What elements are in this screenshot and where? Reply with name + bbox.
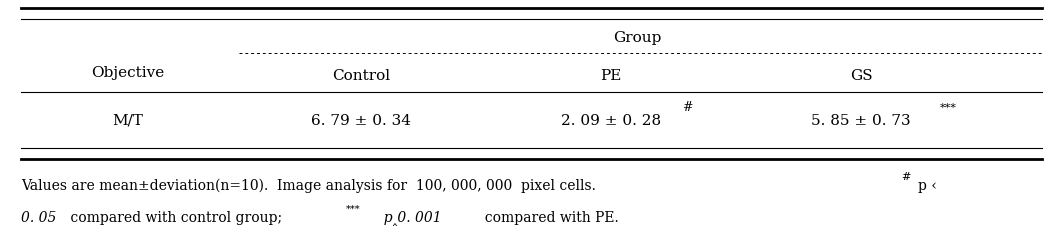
Text: Values are mean±deviation(n=10).  Image analysis for  100, 000, 000  pixel cells: Values are mean±deviation(n=10). Image a… [21, 179, 605, 193]
Text: ***: *** [345, 205, 360, 214]
Text: M/T: M/T [112, 114, 144, 128]
Text: Objective: Objective [91, 66, 164, 80]
Text: 6. 79 ± 0. 34: 6. 79 ± 0. 34 [311, 114, 411, 128]
Text: p‸0. 001: p‸0. 001 [375, 210, 442, 226]
Text: Control: Control [333, 69, 390, 83]
Text: ***: *** [940, 103, 957, 113]
Text: #: # [682, 101, 693, 114]
Text: PE: PE [601, 69, 622, 83]
Text: 0. 05: 0. 05 [21, 211, 56, 225]
Text: GS: GS [849, 69, 873, 83]
Text: #: # [901, 172, 911, 182]
Text: Group: Group [613, 31, 662, 45]
Text: p ‹: p ‹ [918, 179, 938, 193]
Text: 2. 09 ± 0. 28: 2. 09 ± 0. 28 [561, 114, 661, 128]
Text: compared with control group;: compared with control group; [66, 211, 291, 225]
Text: 5. 85 ± 0. 73: 5. 85 ± 0. 73 [811, 114, 911, 128]
Text: compared with PE.: compared with PE. [476, 211, 619, 225]
